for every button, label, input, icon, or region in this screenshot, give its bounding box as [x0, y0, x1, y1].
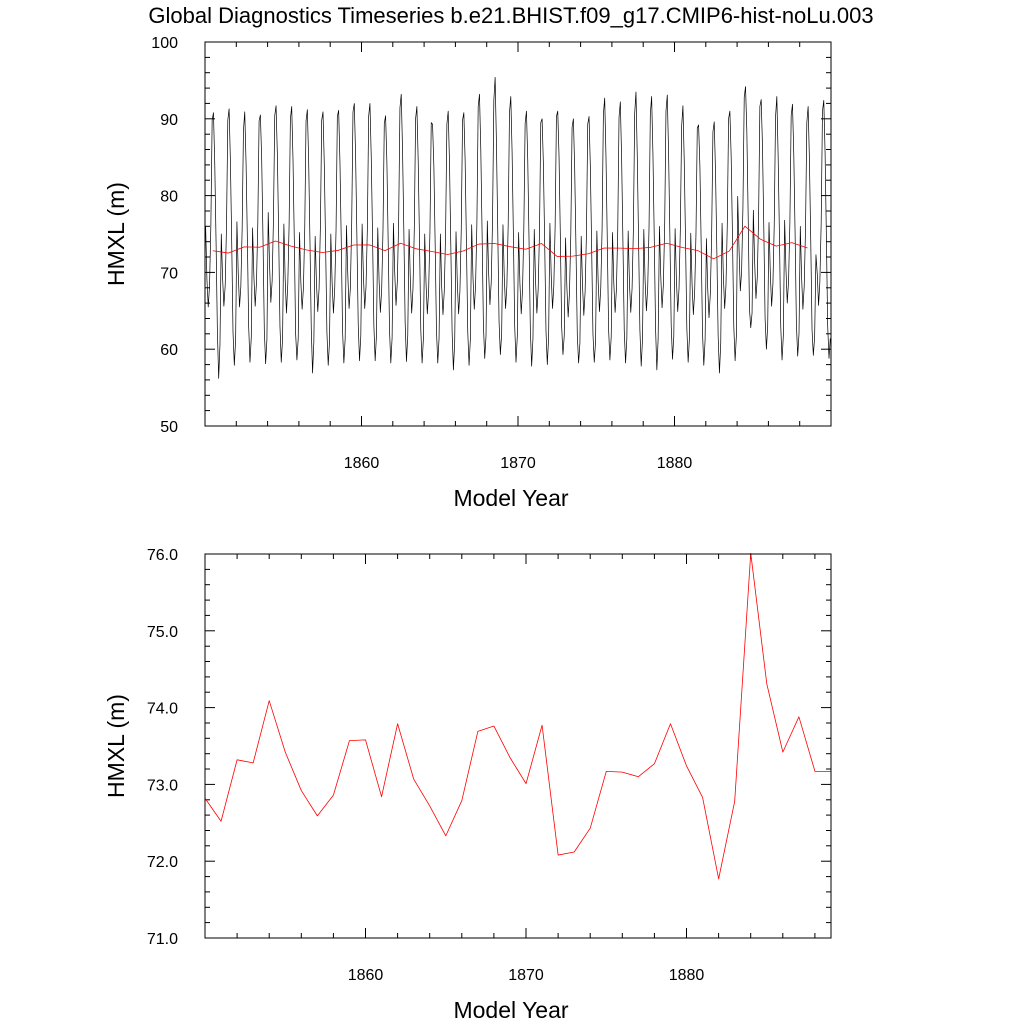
bottom-y-ticks: 71.0 72.0 73.0 74.0 75.0 76.0: [147, 547, 831, 948]
panel-top: 1860 1870 1880 50 60 70 80 90 100 Model Year HM…: [103, 35, 832, 511]
top-y-tick-label: 70: [160, 265, 178, 282]
bottom-y-axis-label: HMXL (m): [103, 694, 129, 798]
top-x-tick-label: 1870: [500, 455, 536, 472]
bottom-x-ticks: 1860 1870 1880: [348, 554, 705, 984]
top-y-tick-label: 90: [160, 112, 178, 129]
bottom-minor-ticks: [204, 554, 831, 938]
monthly-hmxl-line: [205, 76, 831, 379]
top-y-tick-label: 50: [160, 419, 178, 436]
top-y-tick-label: 60: [160, 342, 178, 359]
bottom-x-axis-label: Model Year: [453, 997, 568, 1023]
bottom-plot-area: [204, 552, 832, 939]
figure-title: Global Diagnostics Timeseries b.e21.BHIS…: [148, 3, 873, 28]
top-plot-area: [204, 41, 832, 427]
top-x-tick-label: 1880: [657, 455, 693, 472]
top-y-tick-label: 80: [160, 189, 178, 206]
bottom-x-tick-label: 1860: [348, 967, 384, 984]
top-x-ticks: 1860 1870 1880: [344, 42, 693, 472]
top-y-axis-label: HMXL (m): [103, 182, 129, 286]
annual-mean-hmxl-line: [212, 225, 808, 260]
bottom-x-tick-label: 1870: [508, 967, 544, 984]
bottom-y-tick-label: 71.0: [147, 931, 178, 948]
bottom-y-tick-label: 74.0: [147, 701, 178, 718]
top-x-axis-label: Model Year: [453, 485, 568, 511]
bottom-y-tick-label: 72.0: [147, 854, 178, 871]
bottom-y-tick-label: 75.0: [147, 624, 178, 641]
bottom-y-tick-label: 73.0: [147, 777, 178, 794]
top-minor-ticks: [204, 42, 832, 426]
top-series-monthly: [205, 76, 831, 379]
top-x-tick-label: 1860: [344, 455, 380, 472]
panel-bottom: 1860 1870 1880 71.0 72.0 73.0 74.0 75.0 76.0 Mo…: [103, 547, 832, 1023]
bottom-y-tick-label: 76.0: [147, 547, 178, 564]
annual-mean-hmxl-line: [204, 552, 831, 880]
top-y-ticks: 50 60 70 80 90 100: [151, 35, 831, 436]
bottom-plot-frame: [204, 553, 832, 939]
top-y-tick-label: 100: [151, 35, 178, 52]
top-series-annual: [212, 225, 808, 260]
bottom-x-tick-label: 1880: [669, 967, 705, 984]
bottom-series-annual: [204, 552, 831, 880]
